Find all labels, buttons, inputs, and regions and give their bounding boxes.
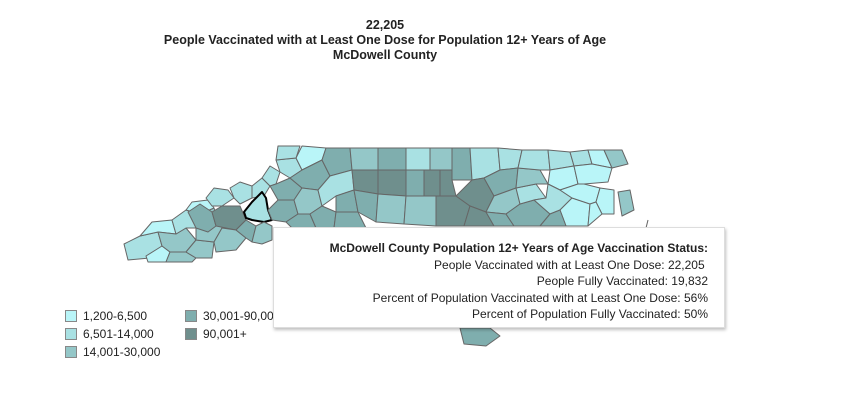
county-shape[interactable] bbox=[459, 327, 501, 347]
county-shape[interactable] bbox=[251, 177, 271, 199]
legend-swatch bbox=[65, 310, 77, 322]
tooltip-line-pct-fully: Percent of Population Fully Vaccinated: … bbox=[472, 307, 708, 321]
county-shape[interactable] bbox=[377, 147, 407, 171]
county-shape[interactable] bbox=[377, 169, 407, 197]
county-shape[interactable] bbox=[423, 169, 441, 197]
title-county: McDowell County bbox=[332, 48, 438, 62]
tooltip-line-pct-one-dose: Percent of Population Vaccinated with at… bbox=[372, 290, 708, 305]
title-subtitle: People Vaccinated with at Least One Dose… bbox=[163, 33, 607, 47]
legend-item-bin5: 90,001+ bbox=[185, 326, 247, 342]
legend-swatch bbox=[185, 310, 197, 322]
county-shape[interactable] bbox=[587, 201, 603, 227]
county-shape[interactable] bbox=[573, 163, 613, 185]
county-shape[interactable] bbox=[349, 147, 379, 171]
title-value: 22,205 bbox=[365, 18, 405, 32]
tooltip-title: McDowell County Population 12+ Years of … bbox=[329, 241, 708, 255]
county-tooltip: McDowell County Population 12+ Years of … bbox=[273, 227, 725, 328]
legend-label: 14,001-30,000 bbox=[83, 345, 161, 359]
county-shape[interactable] bbox=[429, 147, 453, 171]
county-shape[interactable] bbox=[185, 239, 215, 259]
legend-item-bin2: 6,501-14,000 bbox=[65, 326, 154, 342]
county-shape[interactable] bbox=[603, 149, 629, 169]
county-shape[interactable] bbox=[515, 167, 549, 189]
county-shape[interactable] bbox=[333, 211, 367, 229]
chart-title: 22,205 People Vaccinated with at Least O… bbox=[0, 18, 770, 63]
county-shape[interactable] bbox=[205, 187, 235, 207]
legend-item-bin1: 1,200-6,500 bbox=[65, 308, 147, 324]
county-shape[interactable] bbox=[617, 189, 635, 217]
county-shape[interactable] bbox=[229, 181, 253, 205]
legend-swatch bbox=[185, 328, 197, 340]
county-shape[interactable] bbox=[275, 145, 301, 161]
county-shape[interactable] bbox=[405, 147, 431, 171]
county-shape[interactable] bbox=[403, 195, 437, 227]
tooltip-line-one-dose: People Vaccinated with at Least One Dose… bbox=[434, 257, 705, 272]
county-shape[interactable] bbox=[451, 147, 473, 181]
county-shape[interactable] bbox=[517, 149, 551, 171]
legend-label: 1,200-6,500 bbox=[83, 309, 148, 323]
county-shape[interactable] bbox=[439, 169, 457, 197]
county-shape[interactable] bbox=[539, 209, 567, 227]
tooltip-line-fully: People Fully Vaccinated: 19,832 bbox=[536, 274, 708, 288]
county-shape[interactable] bbox=[251, 221, 273, 245]
county-shape[interactable] bbox=[375, 193, 407, 225]
legend-swatch bbox=[65, 328, 77, 340]
legend-item-bin4: 30,001-90,000 bbox=[185, 308, 280, 324]
county-shape[interactable] bbox=[261, 165, 281, 187]
legend-item-bin3: 14,001-30,000 bbox=[65, 344, 160, 360]
legend-label: 6,501-14,000 bbox=[83, 327, 154, 341]
legend-label: 30,001-90,000 bbox=[203, 309, 281, 323]
legend-label: 90,001+ bbox=[203, 327, 247, 341]
county-shape[interactable] bbox=[405, 169, 425, 197]
legend-swatch bbox=[65, 346, 77, 358]
